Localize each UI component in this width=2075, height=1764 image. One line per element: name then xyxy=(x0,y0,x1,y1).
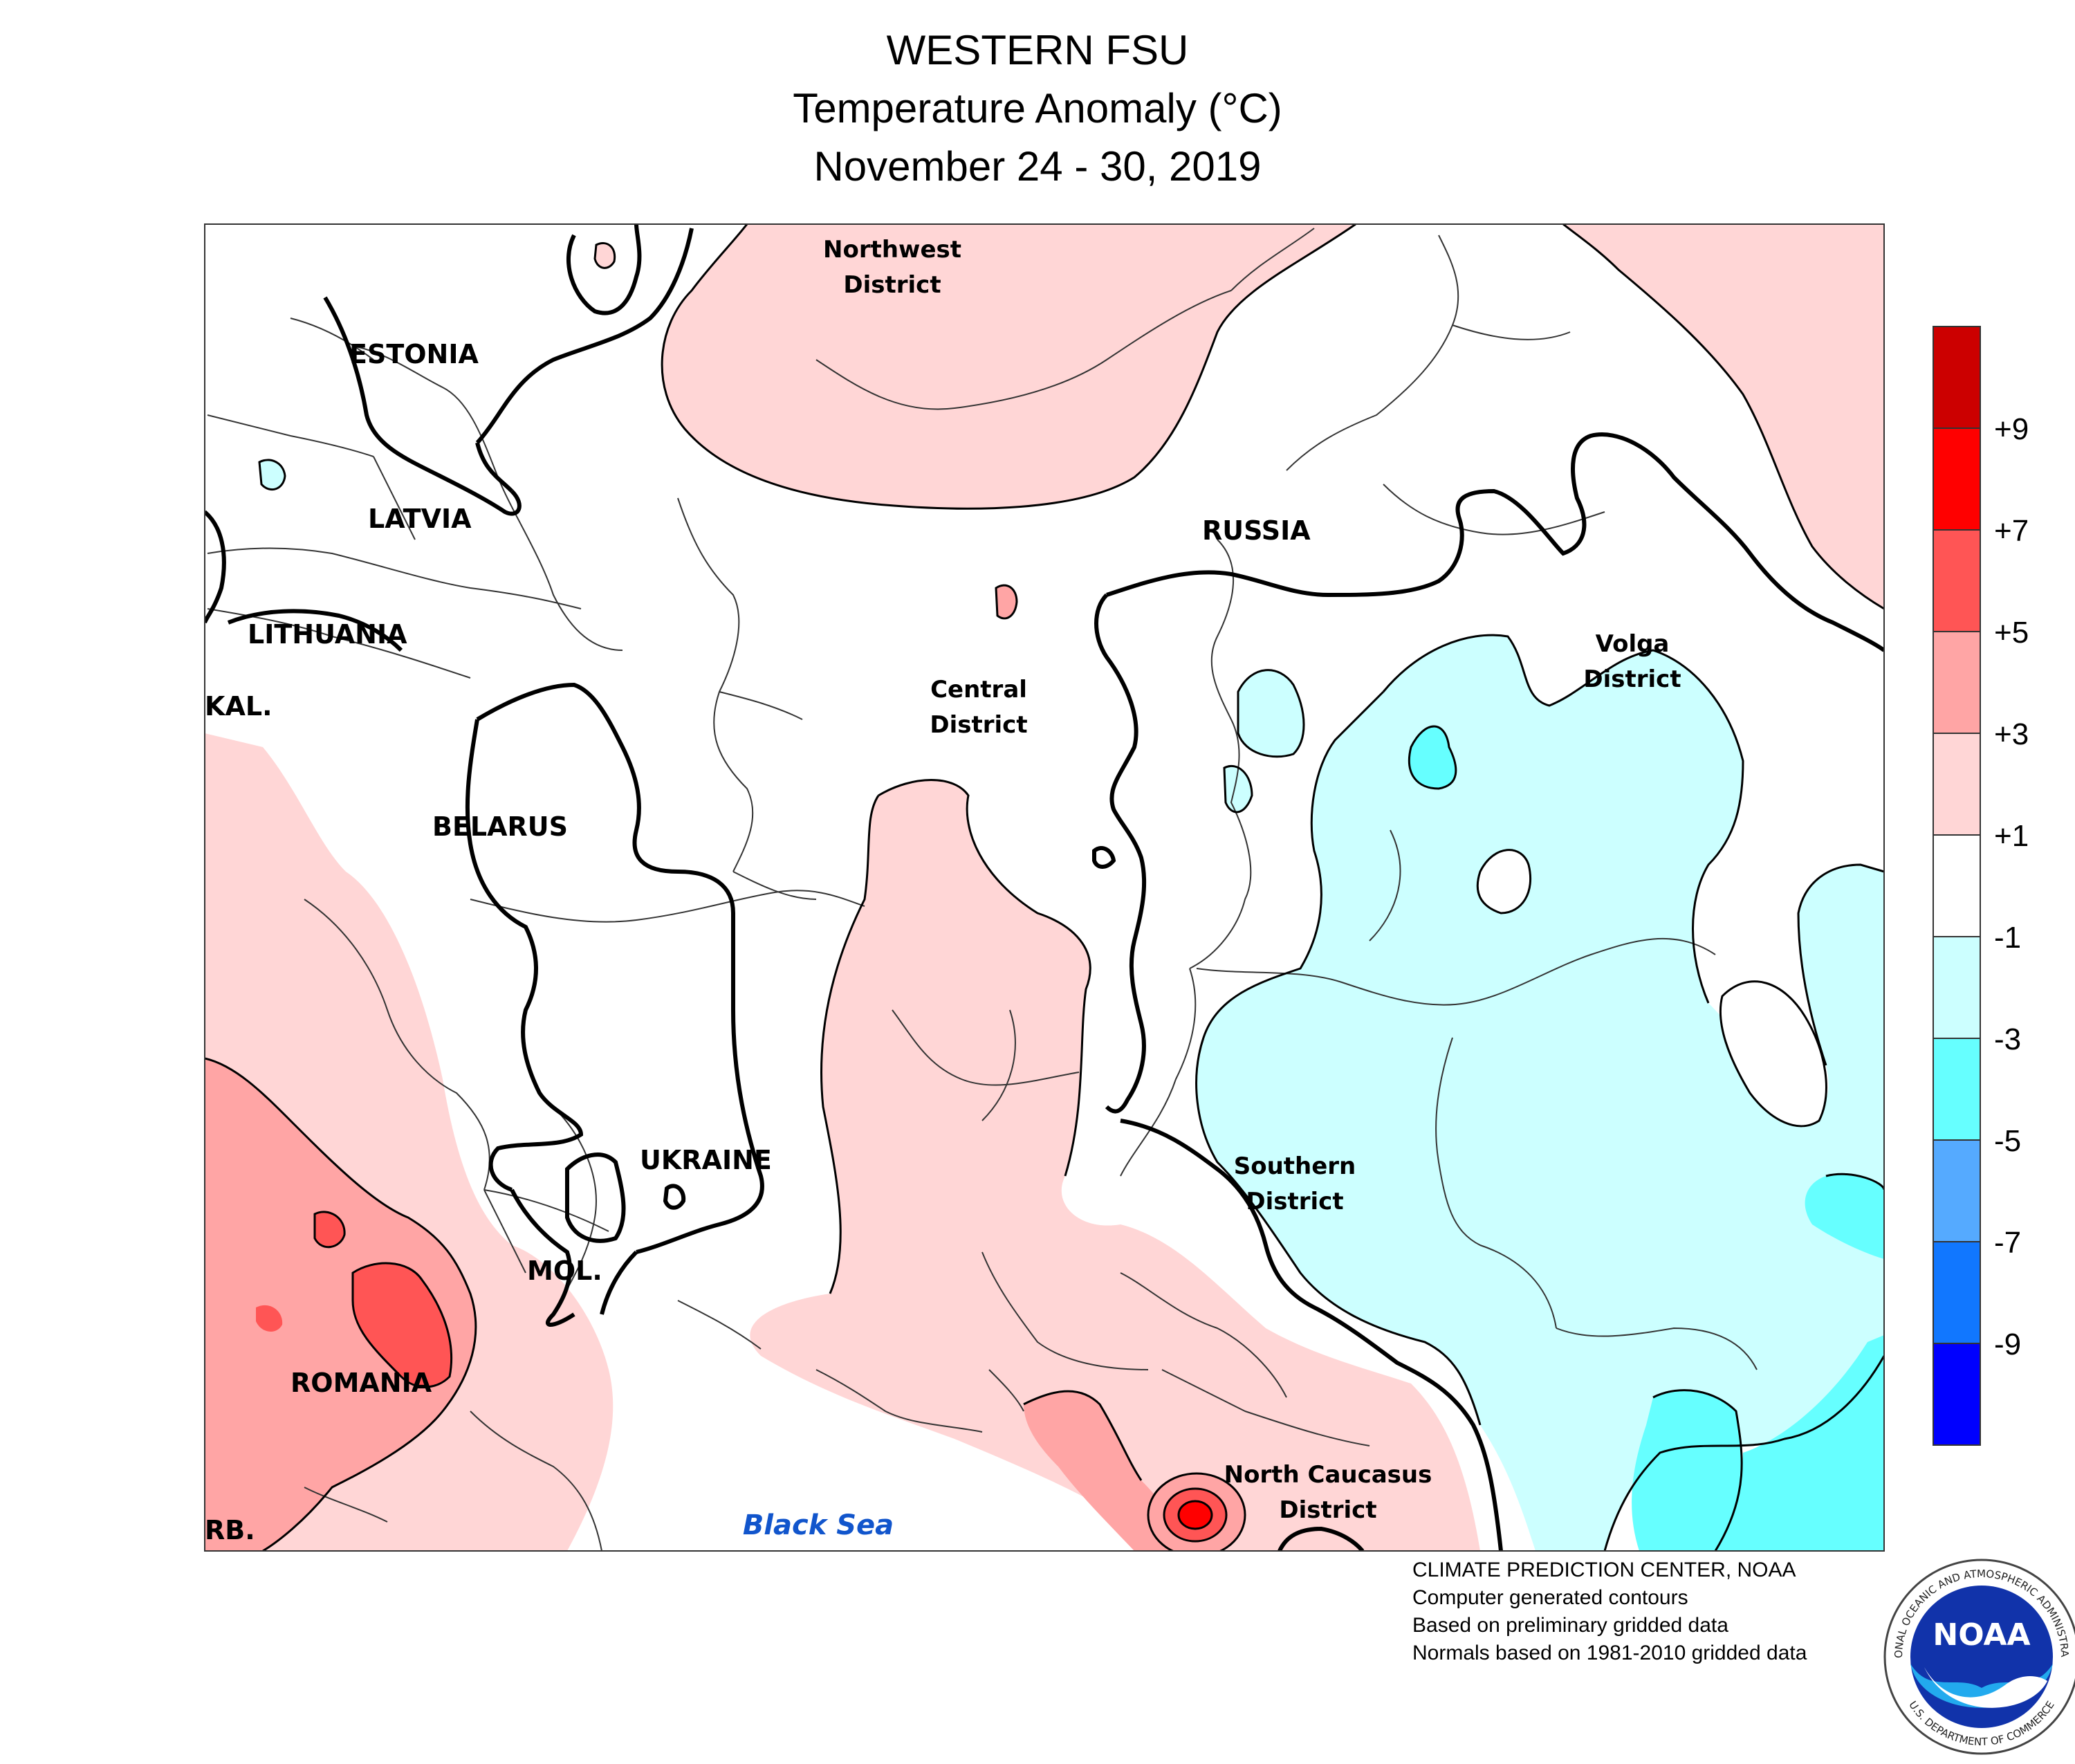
credit-line-2: Computer generated contours xyxy=(1412,1586,1688,1609)
legend-tick-label: -1 xyxy=(1994,921,2021,955)
anomaly-region-volga-cold xyxy=(1409,726,1456,789)
noaa-logo: NATIONAL OCEANIC AND ATMOSPHERIC ADMINIS… xyxy=(1881,1556,2075,1755)
anomaly-region-romania-hot-1 xyxy=(353,1263,452,1387)
map-subtitle: Temperature Anomaly (°C) xyxy=(793,85,1282,131)
anomaly-region-southeast-cold-2 xyxy=(1632,1390,1742,1551)
anomaly-region-central-cold-1 xyxy=(1238,670,1304,757)
anomaly-region-southeast-cold-3 xyxy=(1715,1335,1884,1551)
legend-tick-label: +9 xyxy=(1994,412,2029,446)
legend-swatch xyxy=(1933,1139,1981,1242)
label-romania: ROMANIA xyxy=(290,1368,432,1398)
label-northwest-district-1: Northwest xyxy=(823,236,961,264)
credit-line-3: Based on preliminary gridded data xyxy=(1412,1614,1728,1637)
map-frame xyxy=(204,223,1885,1552)
place-labels: ESTONIA LATVIA LITHUANIA KAL. BELARUS UK… xyxy=(205,236,1681,1545)
anomaly-region-ukraine-south xyxy=(750,780,1480,1551)
label-southern-district-1: Southern xyxy=(1234,1152,1356,1180)
legend-swatch xyxy=(1933,631,1981,734)
legend-tick-label: -7 xyxy=(1994,1226,2021,1260)
label-lithuania: LITHUANIA xyxy=(248,619,407,650)
anomaly-contours xyxy=(205,224,1884,1551)
label-latvia: LATVIA xyxy=(368,504,472,534)
legend-swatch xyxy=(1933,1343,1981,1446)
anomaly-region-central-warm xyxy=(996,585,1017,618)
legend-swatch xyxy=(1933,936,1981,1039)
legend-swatch xyxy=(1933,1241,1981,1344)
label-serbia: RB. xyxy=(205,1515,255,1545)
map-area: ESTONIA LATVIA LITHUANIA KAL. BELARUS UK… xyxy=(205,224,1884,1551)
anomaly-region-east-neutral xyxy=(1719,980,1827,1128)
legend-swatch xyxy=(1933,733,1981,836)
legend-tick-label: +5 xyxy=(1994,616,2029,650)
legend-swatches xyxy=(1933,326,1981,1446)
anomaly-region-northwest xyxy=(662,224,1356,509)
label-russia: RUSSIA xyxy=(1202,515,1311,546)
map-title: WESTERN FSU xyxy=(886,27,1189,73)
anomaly-region-southeast-cold-1 xyxy=(1805,1174,1884,1259)
legend-ticks: +9 +7 +5 +3 +1 -1 -3 -5 -7 -9 xyxy=(1994,412,2029,1361)
legend-tick-label: -9 xyxy=(1994,1327,2021,1361)
anomaly-region-caucasus-peak xyxy=(1179,1501,1212,1529)
anomaly-region-estonia-warm xyxy=(595,243,615,268)
noaa-logo-text: NOAA xyxy=(1933,1617,2030,1653)
zero-contours xyxy=(205,224,1884,1551)
label-estonia: ESTONIA xyxy=(349,339,479,369)
legend-swatch xyxy=(1933,834,1981,937)
label-volga-district-1: Volga xyxy=(1596,630,1670,658)
label-central-district-2: District xyxy=(930,711,1027,739)
label-ukraine: UKRAINE xyxy=(640,1145,772,1175)
legend-tick-label: -3 xyxy=(1994,1022,2021,1056)
legend-tick-label: +7 xyxy=(1994,514,2029,548)
label-belarus: BELARUS xyxy=(432,811,568,842)
legend: +9 +7 +5 +3 +1 -1 -3 -5 -7 -9 xyxy=(1933,326,2029,1446)
label-northwest-district-2: District xyxy=(843,271,941,299)
map-period: November 24 - 30, 2019 xyxy=(813,143,1262,190)
label-kaliningrad: KAL. xyxy=(205,691,273,722)
label-moldova: MOL. xyxy=(527,1256,602,1286)
legend-tick-label: -5 xyxy=(1994,1124,2021,1158)
legend-tick-label: +3 xyxy=(1994,717,2029,751)
anomaly-region-latvia-cold xyxy=(259,459,285,490)
legend-swatch xyxy=(1933,529,1981,632)
label-caucasus-district-1: North Caucasus xyxy=(1224,1461,1432,1489)
anomaly-region-romania-hot-3 xyxy=(256,1305,283,1332)
legend-swatch xyxy=(1933,428,1981,531)
anomaly-region-romania-hot-2 xyxy=(315,1211,345,1247)
anomaly-region-northeast xyxy=(1563,224,1884,609)
label-central-district-1: Central xyxy=(930,676,1027,704)
credit-line-4: Normals based on 1981-2010 gridded data xyxy=(1412,1642,1807,1664)
legend-swatch xyxy=(1933,326,1981,429)
legend-tick-label: +1 xyxy=(1994,819,2029,853)
credit-line-1: CLIMATE PREDICTION CENTER, NOAA xyxy=(1412,1559,1796,1581)
label-black-sea: Black Sea xyxy=(743,1509,894,1541)
legend-swatch xyxy=(1933,1038,1981,1141)
label-volga-district-2: District xyxy=(1583,665,1681,693)
label-southern-district-2: District xyxy=(1246,1188,1343,1215)
label-caucasus-district-2: District xyxy=(1279,1496,1376,1524)
anomaly-region-romania xyxy=(205,1058,476,1551)
anomaly-region-volga-neutral xyxy=(1476,849,1532,915)
